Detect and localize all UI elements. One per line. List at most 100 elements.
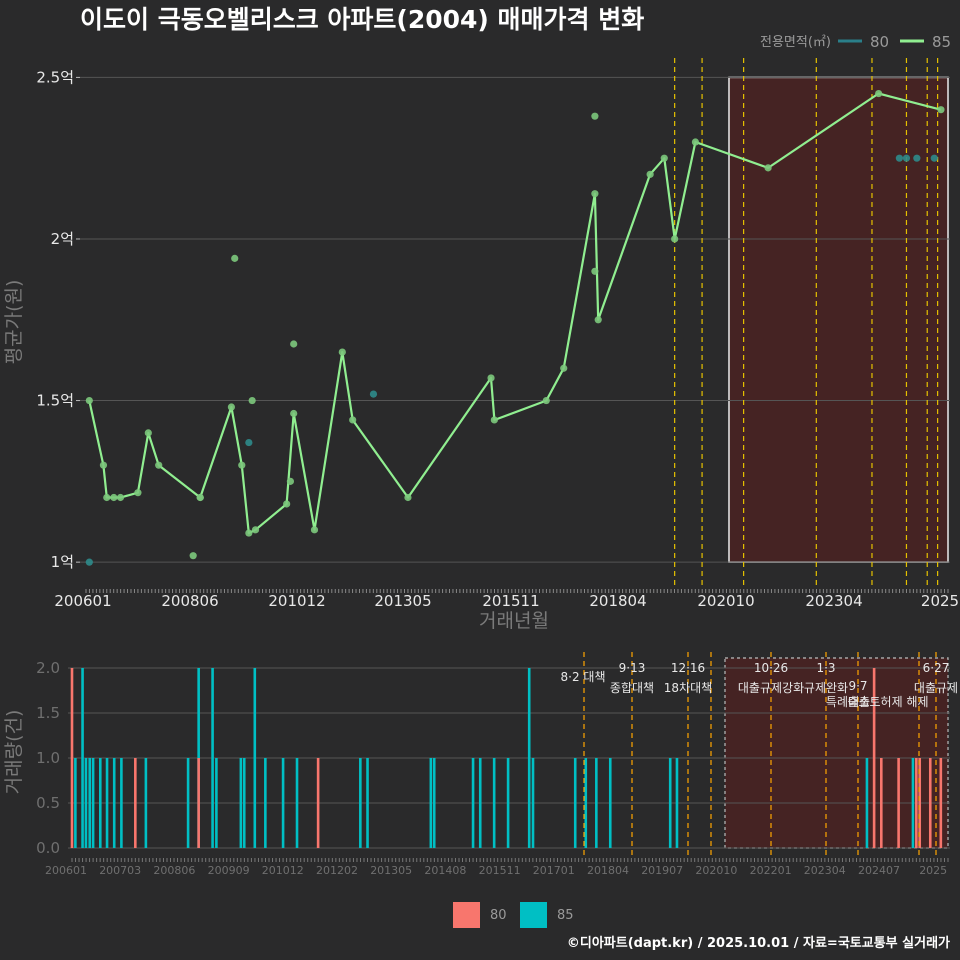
volume-bar-85-31 xyxy=(584,758,588,848)
x-tick-label-1: 200806 xyxy=(161,592,218,610)
x-tick-label-4: 201511 xyxy=(482,592,539,610)
x-tick-label-5: 201804 xyxy=(589,592,646,610)
legend-label-85: 85 xyxy=(932,33,951,51)
x-tick-label-7: 202304 xyxy=(805,592,862,610)
volume-y-tick-label-3: 1.5 xyxy=(36,704,60,722)
point-85-10 xyxy=(238,461,246,469)
point-85-28 xyxy=(691,138,700,146)
volume-bar-85-16 xyxy=(253,668,257,848)
annotation-label-6: 출소토허제 해제 xyxy=(847,695,928,709)
y-tick-label-0: 1억 xyxy=(51,553,74,571)
volume-bar-85-26 xyxy=(492,758,496,848)
legend-label-80: 80 xyxy=(870,33,889,51)
x-axis-title: 거래년월 xyxy=(479,610,549,632)
highlight-region xyxy=(728,76,949,563)
x-tick-label-0: 200601 xyxy=(54,592,111,610)
point-85-extra-3 xyxy=(286,477,294,485)
point-85-14 xyxy=(290,409,298,418)
volume-x-tick-label-2: 200806 xyxy=(153,864,195,877)
price-panel: 1억 1.5억 2억 2.5억 200601 200806 201012 201305 2015… xyxy=(36,58,959,610)
point-85-extra-4 xyxy=(290,340,298,348)
volume-bar-80-5 xyxy=(879,758,883,848)
point-80-3 xyxy=(895,154,903,162)
y-tick-label-3: 2.5억 xyxy=(36,68,74,86)
y-tick-label-1: 1.5억 xyxy=(36,392,74,410)
volume-bar-80-7 xyxy=(915,758,918,848)
volume-bar-85-27 xyxy=(506,758,510,848)
legend-swatch-bar-80 xyxy=(453,902,480,928)
volume-bar-80-1 xyxy=(134,758,137,848)
point-85-25 xyxy=(646,170,654,178)
volume-bar-80-10 xyxy=(939,758,943,848)
legend-label-bar-80: 80 xyxy=(490,908,507,923)
volume-bar-85-9 xyxy=(144,758,148,848)
point-80-0 xyxy=(85,558,93,566)
annotation-date-6: 9·7 xyxy=(848,679,867,693)
volume-bar-85-21 xyxy=(366,758,369,848)
point-85-30 xyxy=(875,89,883,98)
point-85-24 xyxy=(594,316,602,324)
point-85-extra-6 xyxy=(591,112,599,120)
point-85-22 xyxy=(560,364,568,372)
volume-bar-85-4 xyxy=(91,758,95,848)
point-80-2 xyxy=(369,390,378,398)
volume-bar-85-25 xyxy=(478,758,482,848)
legend-label-bar-85: 85 xyxy=(557,908,574,923)
volume-x-tick-label-5: 201202 xyxy=(316,864,358,877)
point-85-20 xyxy=(490,416,498,424)
annotation-label-3: 대출규제강화 xyxy=(738,681,804,695)
volume-x-tick-label-1: 200703 xyxy=(99,864,141,877)
point-85-extra-5 xyxy=(591,267,599,275)
price-legend: 전용면적(㎡) 80 85 xyxy=(760,33,951,51)
volume-x-tick-label-16: 2025 xyxy=(919,864,947,877)
volume-bar-85-15 xyxy=(242,758,246,848)
volume-x-tick-label-3: 200909 xyxy=(208,864,250,877)
annotation-date-4: 1·3 xyxy=(816,661,835,675)
volume-x-tick-label-12: 202010 xyxy=(695,864,737,877)
volume-x-tick-label-6: 201305 xyxy=(370,864,412,877)
volume-bar-85-1 xyxy=(81,668,84,848)
volume-bar-85-2 xyxy=(84,758,88,848)
volume-bar-85-17 xyxy=(264,758,267,848)
annotation-date-7: 6·27 xyxy=(923,661,950,675)
volume-bar-85-7 xyxy=(112,758,116,848)
volume-x-tick-label-13: 202201 xyxy=(750,864,792,877)
point-85-2 xyxy=(103,493,111,502)
volume-bar-85-14 xyxy=(239,758,243,848)
volume-bar-85-6 xyxy=(105,758,109,848)
volume-bar-85-29 xyxy=(531,758,535,848)
volume-bar-85-28 xyxy=(527,668,531,848)
volume-bar-85-37 xyxy=(911,758,915,848)
volume-y-tick-label-0: 0.0 xyxy=(36,839,60,857)
volume-x-tick-label-7: 201408 xyxy=(424,864,466,877)
volume-bar-85-34 xyxy=(668,758,672,848)
volume-x-tick-label-8: 201511 xyxy=(479,864,521,877)
point-85-11 xyxy=(245,529,253,537)
volume-bar-85-3 xyxy=(88,758,92,848)
y-axis-title-volume: 거래량(건) xyxy=(3,710,25,795)
point-85-3 xyxy=(110,493,118,502)
volume-y-tick-label-2: 1.0 xyxy=(36,749,60,767)
volume-bar-85-22 xyxy=(429,758,433,848)
point-85-6 xyxy=(144,429,152,437)
legend-swatch-bar-85 xyxy=(520,902,547,928)
volume-bar-80-6 xyxy=(897,758,900,848)
point-85-17 xyxy=(349,416,357,424)
point-85-23 xyxy=(591,190,599,198)
volume-bar-85-13 xyxy=(215,758,218,848)
x-tick-label-2: 201012 xyxy=(268,592,325,610)
volume-bar-85-24 xyxy=(471,758,475,848)
volume-bar-85-20 xyxy=(359,758,362,848)
point-85-extra-2 xyxy=(231,254,239,262)
point-85-9 xyxy=(227,403,235,411)
point-85-13 xyxy=(283,500,291,508)
point-85-5 xyxy=(134,489,142,497)
volume-bar-85-0 xyxy=(74,758,77,848)
annotation-label-2: 18차대책 xyxy=(664,680,712,695)
y-tick-label-2: 2억 xyxy=(51,230,74,248)
annotation-label-1: 종합대책 xyxy=(610,680,654,695)
annotation-date-0: 8·2 대책 xyxy=(561,669,606,684)
footer-credit: ©디아파트(dapt.kr) / 2025.10.01 / 자료=국토교통부 실… xyxy=(567,935,950,951)
annotation-date-3: 10·26 xyxy=(754,661,788,675)
